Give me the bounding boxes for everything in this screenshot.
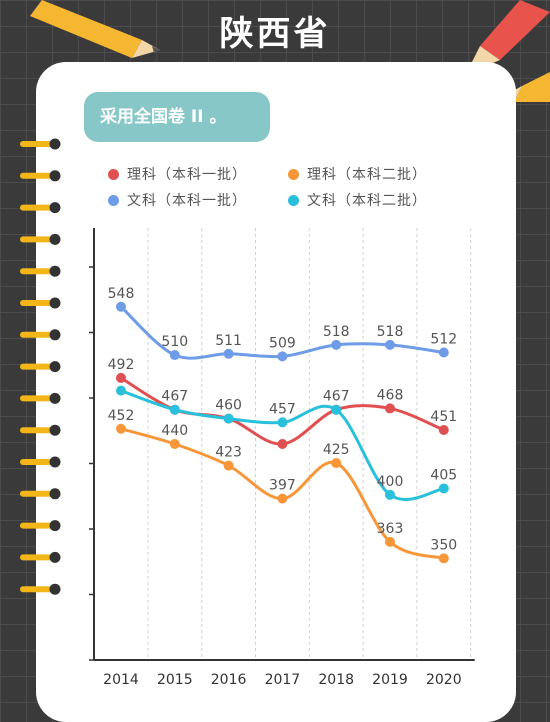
data-point	[438, 347, 449, 358]
legend-label-1: 理科（本科一批）	[127, 167, 247, 183]
data-label: 460	[215, 398, 242, 414]
x-tick-label: 2015	[157, 672, 193, 688]
binder-ring	[20, 488, 61, 500]
data-label: 397	[269, 478, 296, 494]
line-chart: 2014 2015 2016 2017 2018 2019 2020 492 460 467 468…	[89, 228, 475, 688]
data-point	[438, 483, 449, 494]
data-label: 509	[269, 335, 296, 351]
legend-item-3: 文科（本科一批）	[108, 190, 247, 210]
data-point	[385, 339, 395, 350]
data-point	[169, 404, 180, 415]
legend-label-4: 文科（本科二批）	[307, 193, 427, 209]
legend-marker-2	[288, 169, 299, 180]
data-point	[277, 439, 288, 449]
data-point	[438, 553, 449, 564]
data-point	[169, 350, 180, 361]
legend-marker-4	[288, 195, 299, 206]
data-label: 518	[377, 324, 404, 340]
legend-label-2: 理科（本科二批）	[307, 167, 427, 183]
binder-ring	[20, 265, 61, 277]
binder-ring	[20, 138, 61, 150]
data-label: 425	[323, 442, 350, 458]
data-point	[331, 458, 342, 469]
data-label: 400	[377, 474, 404, 490]
binder-ring	[20, 520, 61, 532]
x-tick-label: 2016	[211, 672, 247, 688]
data-point	[116, 385, 126, 396]
binder-ring	[20, 170, 61, 182]
data-point	[277, 493, 288, 504]
page-title: 陕西省	[219, 14, 331, 54]
data-label: 510	[161, 334, 188, 350]
legend-item-2: 理科（本科二批）	[288, 164, 427, 184]
data-point	[331, 404, 342, 415]
data-point	[223, 460, 234, 471]
legend-item-4: 文科（本科二批）	[288, 190, 427, 210]
data-point	[116, 301, 126, 312]
data-point	[169, 439, 180, 449]
data-label: 512	[430, 332, 457, 348]
x-tick-label: 2017	[265, 672, 301, 688]
data-point	[223, 413, 234, 424]
data-label: 440	[161, 423, 188, 439]
binder-ring	[20, 329, 61, 341]
binder-ring	[20, 361, 61, 373]
binder-ring	[20, 583, 61, 595]
binder-ring	[20, 297, 61, 309]
data-point	[277, 351, 288, 362]
data-label: 405	[430, 467, 457, 483]
legend-item-1: 理科（本科一批）	[108, 164, 247, 184]
binder-ring	[20, 551, 61, 563]
data-label: 451	[430, 409, 457, 425]
data-point	[438, 425, 449, 436]
data-label: 548	[108, 286, 135, 302]
binder-rings	[20, 138, 61, 595]
data-label: 457	[269, 401, 296, 417]
data-point	[385, 489, 395, 500]
x-tick-label: 2019	[372, 672, 408, 688]
legend-marker-3	[108, 195, 119, 206]
data-label: 518	[323, 324, 350, 340]
data-point	[116, 372, 126, 383]
legend-marker-1	[108, 169, 119, 180]
binder-ring	[20, 202, 61, 214]
data-label: 467	[323, 389, 350, 405]
pencil-icon-top-left	[30, 0, 160, 58]
data-label: 492	[108, 357, 135, 373]
data-label: 452	[108, 408, 135, 424]
binder-ring	[20, 456, 61, 468]
binder-ring	[20, 392, 61, 404]
data-point	[331, 339, 342, 350]
data-label: 423	[215, 445, 242, 461]
legend-label-3: 文科（本科一批）	[127, 193, 247, 209]
binder-ring	[20, 233, 61, 245]
data-label: 511	[215, 333, 242, 349]
data-label: 363	[377, 521, 404, 537]
data-label: 468	[377, 387, 404, 403]
data-point	[223, 348, 234, 359]
exam-badge: 采用全国卷 II 。	[84, 92, 270, 142]
data-point	[277, 417, 288, 428]
x-tick-label: 2020	[426, 672, 462, 688]
data-label: 467	[161, 389, 188, 405]
data-point	[385, 536, 395, 547]
x-tick-label: 2018	[318, 672, 354, 688]
decor-layer	[30, 0, 550, 102]
data-point	[116, 423, 126, 434]
data-label: 350	[430, 537, 457, 553]
binder-ring	[20, 424, 61, 436]
x-tick-label: 2014	[103, 672, 139, 688]
data-point	[385, 403, 395, 414]
